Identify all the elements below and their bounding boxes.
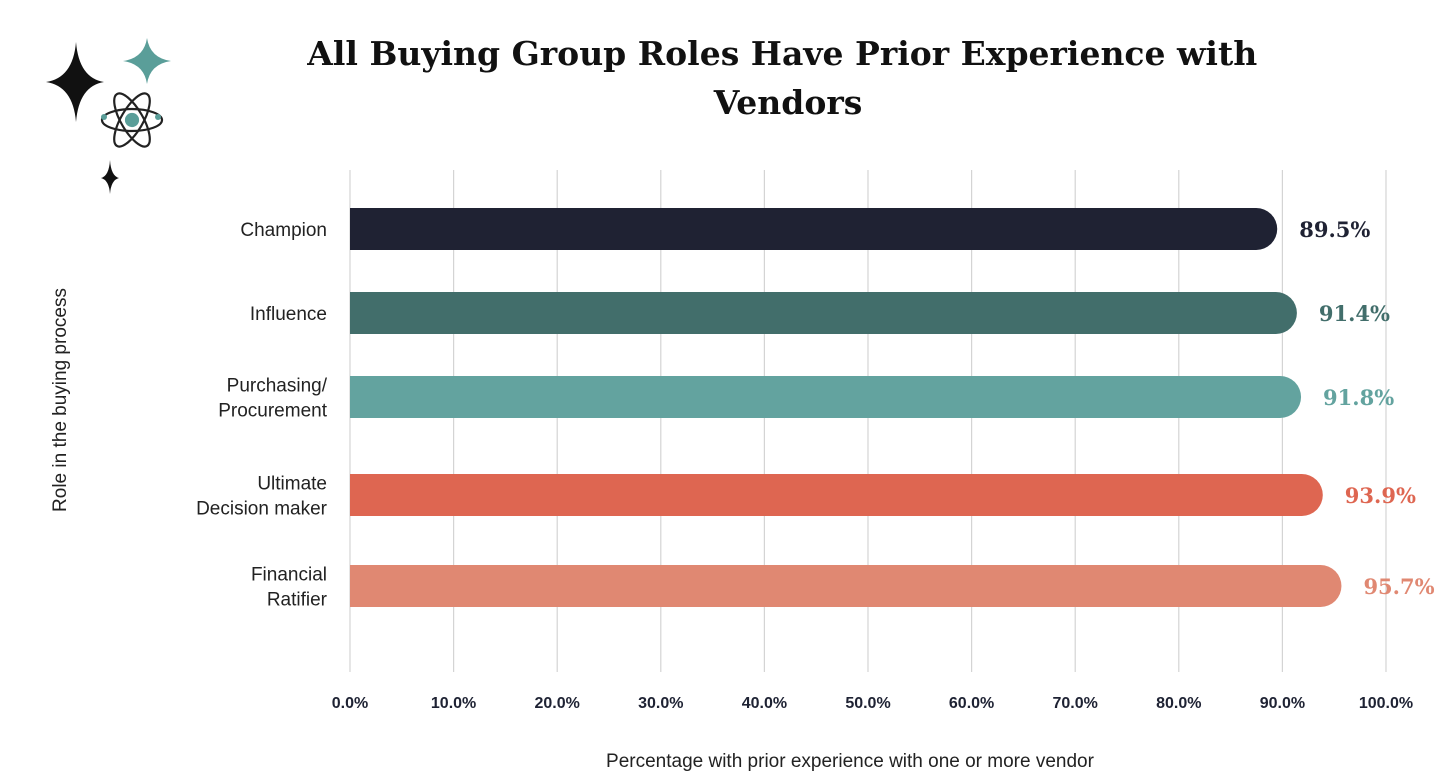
- category-label-line: Purchasing/: [227, 376, 328, 397]
- x-tick-label: 80.0%: [1156, 695, 1201, 712]
- bars: [350, 208, 1342, 607]
- category-label-line: Ultimate: [257, 474, 327, 495]
- y-axis-title: Role in the buying process: [50, 288, 71, 512]
- category-label-line: Procurement: [218, 401, 327, 422]
- category-label-line: Ratifier: [267, 590, 328, 611]
- x-tick-label: 30.0%: [638, 695, 683, 712]
- chart-title-line-1: All Buying Group Roles Have Prior Experi…: [306, 34, 1257, 73]
- x-tick-label: 70.0%: [1053, 695, 1098, 712]
- chart-title-line-2: Vendors: [713, 83, 863, 122]
- category-label-line: Decision maker: [196, 499, 328, 520]
- value-label: 91.4%: [1319, 301, 1390, 326]
- atom-icon: [100, 92, 164, 148]
- bar: [350, 292, 1297, 334]
- bar: [350, 565, 1342, 607]
- category-label: Ultimate Decision maker: [196, 474, 328, 520]
- bar: [350, 474, 1323, 516]
- value-label: 89.5%: [1299, 217, 1370, 242]
- x-tick-label: 40.0%: [742, 695, 787, 712]
- atom-sparkle-icon: [46, 38, 171, 194]
- x-tick-label: 50.0%: [845, 695, 890, 712]
- bar: [350, 208, 1278, 250]
- category-label-line: Influence: [250, 304, 327, 325]
- x-tick-label: 0.0%: [332, 695, 368, 712]
- x-tick-label: 90.0%: [1260, 695, 1305, 712]
- category-labels: Champion Influence Purchasing/Procurement U…: [196, 220, 328, 611]
- x-tick-label: 100.0%: [1359, 695, 1413, 712]
- value-label: 95.7%: [1363, 574, 1434, 599]
- value-labels: 89.5% 91.4% 91.8% 93.9% 95.7%: [1299, 217, 1434, 599]
- x-tick-label: 10.0%: [431, 695, 476, 712]
- sparkle-small-icon: [101, 160, 119, 194]
- x-tick-labels: 0.0% 10.0% 20.0% 30.0% 40.0% 50.0% 60.0% 70.0% 8…: [332, 695, 1413, 712]
- category-label: Influence: [250, 304, 327, 325]
- category-label: Champion: [240, 220, 327, 241]
- category-label-line: Financial: [251, 565, 327, 586]
- category-label: Purchasing/Procurement: [218, 376, 327, 422]
- bar: [350, 376, 1302, 418]
- chart-title: All Buying Group Roles Have Prior Experi…: [306, 34, 1268, 122]
- x-axis-title: Percentage with prior experience with on…: [606, 751, 1095, 772]
- value-label: 91.8%: [1323, 385, 1394, 410]
- value-label: 93.9%: [1345, 483, 1416, 508]
- sparkle-teal-icon: [123, 38, 171, 84]
- x-tick-label: 20.0%: [535, 695, 580, 712]
- category-label: Financial Ratifier: [251, 565, 328, 611]
- x-tick-label: 60.0%: [949, 695, 994, 712]
- sparkle-large-icon: [46, 42, 104, 122]
- category-label-line: Champion: [240, 220, 327, 241]
